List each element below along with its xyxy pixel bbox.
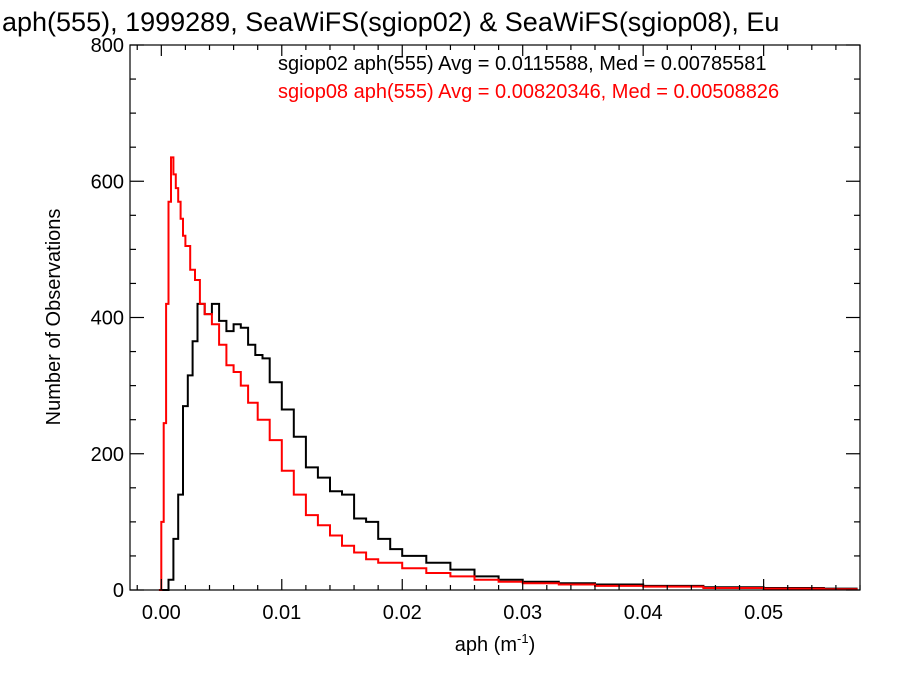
series-line-sgiop08 [158, 156, 858, 591]
x-tick-label: 0.00 [142, 602, 181, 624]
x-tick-label: 0.05 [744, 602, 783, 624]
y-tick-label: 200 [91, 444, 124, 466]
x-axis-label: aph (m-1) [455, 631, 535, 656]
x-axis-label-close: ) [529, 634, 536, 656]
y-tick-label: 800 [91, 35, 124, 57]
series-annotation-sgiop02: sgiop02 aph(555) Avg = 0.0115588, Med = … [278, 53, 767, 75]
x-tick-label: 0.03 [503, 602, 542, 624]
x-tick-label: 0.02 [383, 602, 422, 624]
tick-layer: 0.00 0.01 0.02 0.03 0.04 0.05 0 200 400 600 800 [91, 35, 861, 624]
y-tick-label: 400 [91, 308, 124, 330]
x-axis-label-main: aph (m [455, 634, 517, 656]
y-axis-label: Number of Observations [43, 209, 65, 426]
y-tick-label: 600 [91, 171, 124, 193]
x-axis-label-superscript: -1 [517, 631, 529, 646]
chart-title: aph(555), 1999289, SeaWiFS(sgiop02) & Se… [2, 7, 779, 37]
x-tick-label: 0.04 [624, 602, 663, 624]
series-annotation-sgiop08: sgiop08 aph(555) Avg = 0.00820346, Med =… [278, 81, 779, 103]
x-tick-label: 0.01 [262, 602, 301, 624]
y-tick-label: 0 [113, 580, 124, 602]
